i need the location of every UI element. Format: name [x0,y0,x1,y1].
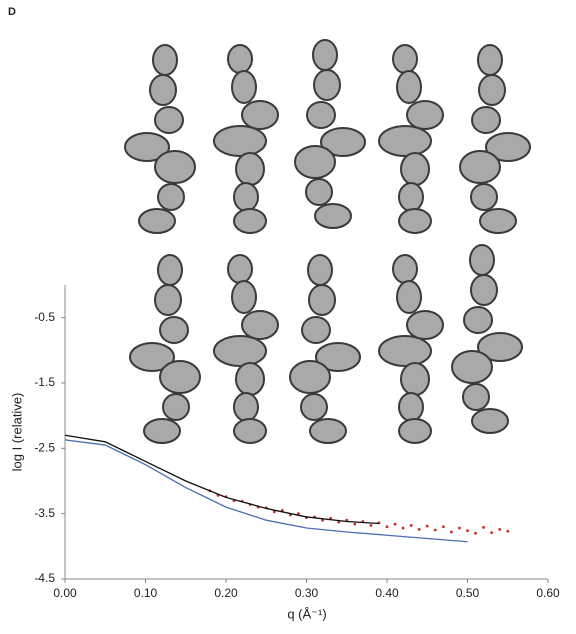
point [329,516,333,520]
point [466,529,469,533]
point [272,510,276,514]
model [378,44,444,234]
point [506,529,510,533]
point [458,526,461,530]
model [378,254,444,444]
model [213,44,279,234]
x-tick-label: 0.10 [134,586,158,600]
point [441,525,445,529]
y-tick-label: -3.5 [34,506,55,520]
y-tick-label: -2.5 [34,441,55,455]
point [401,526,405,530]
point [425,524,429,528]
x-tick-label: 0.40 [375,586,399,600]
point [369,524,373,527]
line [64,439,468,543]
panel-label: D [8,6,16,18]
point [321,518,324,522]
x-tick-label: 0.00 [53,586,77,600]
model [213,254,279,444]
point [490,531,494,535]
x-tick-label: 0.50 [456,586,480,600]
x-tick-label: 0.30 [295,586,319,600]
point [353,522,357,526]
y-tick-label: -0.5 [34,310,55,324]
point [297,512,300,516]
point [498,527,502,531]
point [450,530,453,534]
point [393,522,397,526]
point [337,520,341,524]
point [409,524,413,527]
y-tick-label: -1.5 [34,375,55,389]
point [433,528,437,532]
models [124,39,531,444]
model [289,254,361,444]
x-tick-label: 0.60 [536,586,560,600]
x-tick-label: 0.20 [214,586,238,600]
point [474,531,477,535]
x-axis-label: q (Å⁻¹) [287,606,326,621]
model [124,44,196,234]
point [385,525,389,529]
y-tick-label: -4.5 [34,571,55,585]
model [294,39,366,229]
point [417,527,421,531]
model [459,44,531,234]
line [64,434,379,525]
y-axis-label: log I (relative) [9,393,24,472]
point [482,525,485,529]
model [451,244,523,434]
model [129,254,201,444]
